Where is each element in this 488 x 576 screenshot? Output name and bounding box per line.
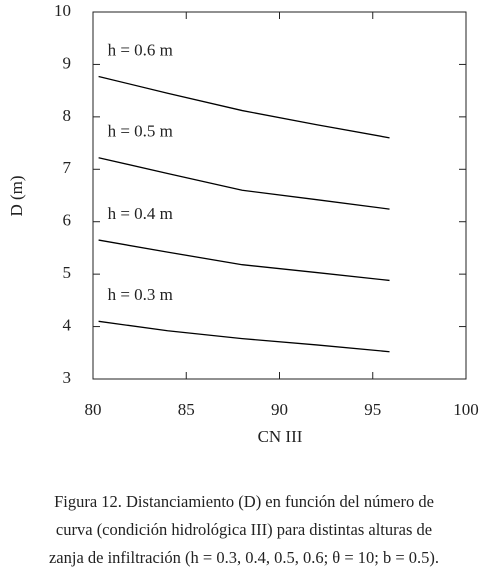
series-label: h = 0.5 m [108,122,173,141]
x-tick-label: 95 [364,400,381,419]
x-tick-label: 80 [85,400,102,419]
y-tick-label: 3 [63,368,72,387]
caption-line: curva (condición hidrológica III) para d… [56,520,432,539]
x-axis-label: CN III [258,427,303,446]
series-line [98,75,390,139]
series-line [98,239,390,282]
x-tick-label: 90 [271,400,288,419]
y-tick-label: 4 [63,315,72,334]
y-axis-label: D (m) [7,175,26,216]
series-label: h = 0.6 m [108,40,173,59]
y-tick-label: 8 [63,106,72,125]
series-label: h = 0.4 m [108,204,173,223]
series-line [98,320,390,353]
series-line [98,157,390,210]
x-tick-label: 85 [178,400,195,419]
y-tick-label: 10 [54,1,71,20]
caption-line: zanja de infiltración (h = 0.3, 0.4, 0.5… [49,548,439,567]
y-tick-label: 5 [63,263,72,282]
series-label: h = 0.3 m [108,285,173,304]
y-tick-label: 7 [63,158,72,177]
caption-line: Figura 12. Distanciamiento (D) en funció… [54,492,434,511]
y-tick-label: 6 [63,211,72,230]
y-tick-label: 9 [63,53,72,72]
x-tick-label: 100 [453,400,479,419]
